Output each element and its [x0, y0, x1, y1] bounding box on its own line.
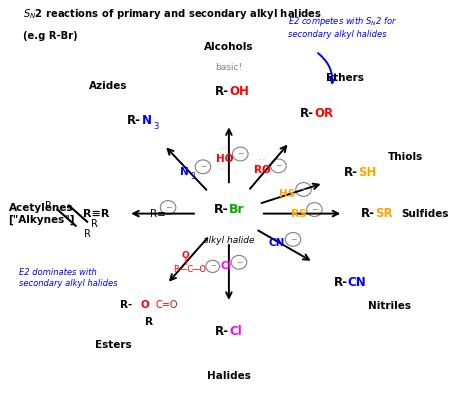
- Text: ‖: ‖: [183, 258, 187, 265]
- Text: basic!: basic!: [215, 63, 242, 72]
- Text: R-: R-: [361, 207, 375, 220]
- Text: N: N: [142, 114, 152, 127]
- Text: Thiols: Thiols: [387, 152, 423, 162]
- Text: O: O: [182, 251, 189, 259]
- Text: alkyl halide: alkyl halide: [203, 236, 255, 245]
- Text: —O: —O: [191, 265, 207, 274]
- Text: R: R: [45, 201, 52, 210]
- Text: E2 dominates with
secondary alkyl halides: E2 dominates with secondary alkyl halide…: [18, 268, 117, 289]
- Text: R-: R-: [215, 325, 229, 338]
- Text: R: R: [84, 229, 91, 239]
- Text: R: R: [145, 316, 153, 327]
- Text: R≡R: R≡R: [83, 209, 109, 219]
- Text: R-: R-: [300, 107, 314, 120]
- Text: · ·: · ·: [295, 221, 301, 226]
- Text: R-: R-: [344, 166, 358, 178]
- Text: R: R: [91, 219, 98, 229]
- Text: −: −: [200, 162, 206, 171]
- Text: Azides: Azides: [89, 81, 128, 91]
- Text: SR: SR: [375, 207, 393, 220]
- Text: Cl: Cl: [229, 325, 242, 338]
- Text: Cl: Cl: [220, 261, 232, 271]
- Text: CN: CN: [348, 275, 366, 289]
- Text: OH: OH: [229, 85, 249, 99]
- Text: · ·: · ·: [284, 181, 291, 186]
- Text: −: −: [237, 150, 244, 159]
- Text: N: N: [180, 167, 189, 177]
- Text: Sulfides: Sulfides: [402, 209, 449, 219]
- Text: R-: R-: [214, 203, 229, 216]
- Text: C=O: C=O: [156, 300, 178, 310]
- Text: R≡: R≡: [150, 209, 166, 219]
- Text: · ·: · ·: [223, 274, 229, 279]
- Text: R-: R-: [334, 275, 348, 289]
- Text: 3: 3: [154, 122, 159, 131]
- Text: −: −: [275, 162, 282, 170]
- Text: R-: R-: [120, 300, 132, 310]
- Text: · ·: · ·: [221, 166, 228, 171]
- Text: · ·: · ·: [221, 146, 228, 151]
- Text: Alcohols: Alcohols: [204, 42, 254, 52]
- Text: −: −: [290, 235, 296, 244]
- Text: R-: R-: [127, 114, 141, 127]
- Text: 3: 3: [191, 172, 195, 181]
- Text: · ·: · ·: [259, 178, 265, 182]
- Text: · ·: · ·: [259, 157, 265, 162]
- Text: · ·: · ·: [295, 201, 301, 206]
- Text: HO: HO: [216, 154, 233, 164]
- Text: · ·: · ·: [223, 254, 229, 259]
- Text: −: −: [236, 258, 242, 267]
- Text: −: −: [301, 185, 307, 194]
- Text: E2 competes with $S_N$2 for
secondary alkyl halides: E2 competes with $S_N$2 for secondary al…: [288, 15, 398, 39]
- Text: $S_N$2 reactions of primary and secondary alkyl halides: $S_N$2 reactions of primary and secondar…: [23, 7, 322, 21]
- Text: HS: HS: [279, 189, 296, 199]
- Text: CN: CN: [269, 238, 285, 248]
- Text: −: −: [311, 205, 318, 214]
- Text: Ethers: Ethers: [326, 73, 364, 83]
- Text: R—C: R—C: [173, 265, 193, 274]
- Text: (e.g R-Br): (e.g R-Br): [23, 31, 78, 41]
- Text: −: −: [165, 203, 171, 212]
- Text: Acetylenes
["Alkynes"]: Acetylenes ["Alkynes"]: [8, 203, 75, 224]
- Text: −: −: [210, 263, 216, 269]
- Text: RS: RS: [291, 209, 306, 219]
- Text: · ·: · ·: [284, 201, 291, 206]
- Text: R-: R-: [215, 85, 229, 99]
- Text: Br: Br: [229, 203, 245, 216]
- Text: Halides: Halides: [207, 371, 251, 381]
- Text: RO: RO: [254, 165, 271, 175]
- Text: Esters: Esters: [95, 339, 132, 350]
- Text: Nitriles: Nitriles: [368, 301, 411, 312]
- Text: SH: SH: [358, 166, 376, 178]
- Text: O: O: [140, 300, 149, 310]
- Text: OR: OR: [314, 107, 333, 120]
